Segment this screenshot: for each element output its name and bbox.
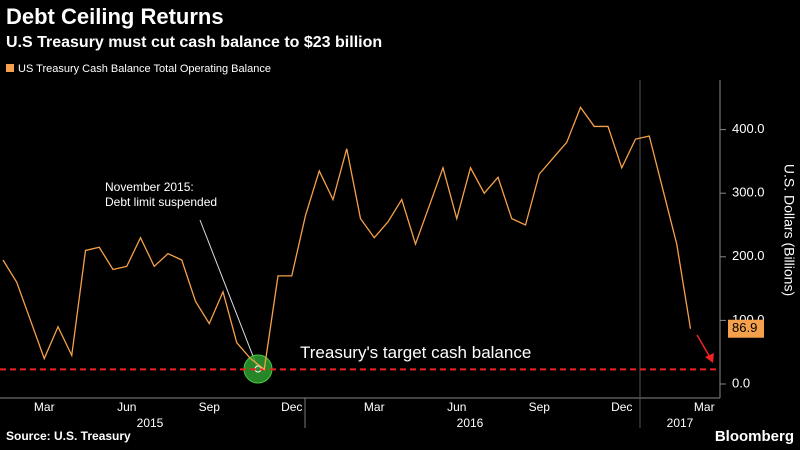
annotation: Debt limit suspended: [105, 195, 217, 209]
legend-label: US Treasury Cash Balance Total Operating…: [18, 63, 271, 75]
series-line: [2, 106, 692, 371]
x-tick-label: Mar: [34, 400, 55, 414]
last-value-label: 86.9: [732, 320, 757, 335]
chart-title: Debt Ceiling Returns: [6, 4, 224, 29]
x-tick-label: Mar: [364, 400, 385, 414]
y-axis-label: U.S. Dollars (Billions): [781, 164, 797, 296]
x-tick-label: Sep: [199, 400, 221, 414]
last-value-box: [728, 319, 764, 338]
x-tick-label: Jun: [117, 400, 136, 414]
highlight-circle: [243, 354, 273, 384]
annotation-leader: [199, 219, 259, 370]
arrow: [696, 334, 712, 360]
legend-swatch: [6, 64, 14, 72]
x-tick-label: Jun: [447, 400, 466, 414]
x-group-label: 2015: [137, 416, 164, 430]
x-group-label: 2016: [457, 416, 484, 430]
brand: Bloomberg: [715, 428, 794, 445]
y-tick-label: 400.0: [732, 121, 765, 136]
x-tick-label: Dec: [281, 400, 302, 414]
y-tick-label: 300.0: [732, 185, 765, 200]
x-tick-label: Dec: [611, 400, 632, 414]
arrowhead: [705, 353, 714, 363]
chart-subtitle: U.S Treasury must cut cash balance to $2…: [6, 34, 382, 51]
y-tick-label: 0.0: [732, 375, 750, 390]
target-label: Treasury's target cash balance: [300, 343, 531, 362]
y-tick-label: 200.0: [732, 248, 765, 263]
annotation: November 2015:: [105, 180, 194, 194]
source: Source: U.S. Treasury: [6, 429, 131, 443]
x-tick-label: Sep: [529, 400, 551, 414]
x-tick-label: Mar: [694, 400, 715, 414]
x-group-label: 2017: [667, 416, 694, 430]
